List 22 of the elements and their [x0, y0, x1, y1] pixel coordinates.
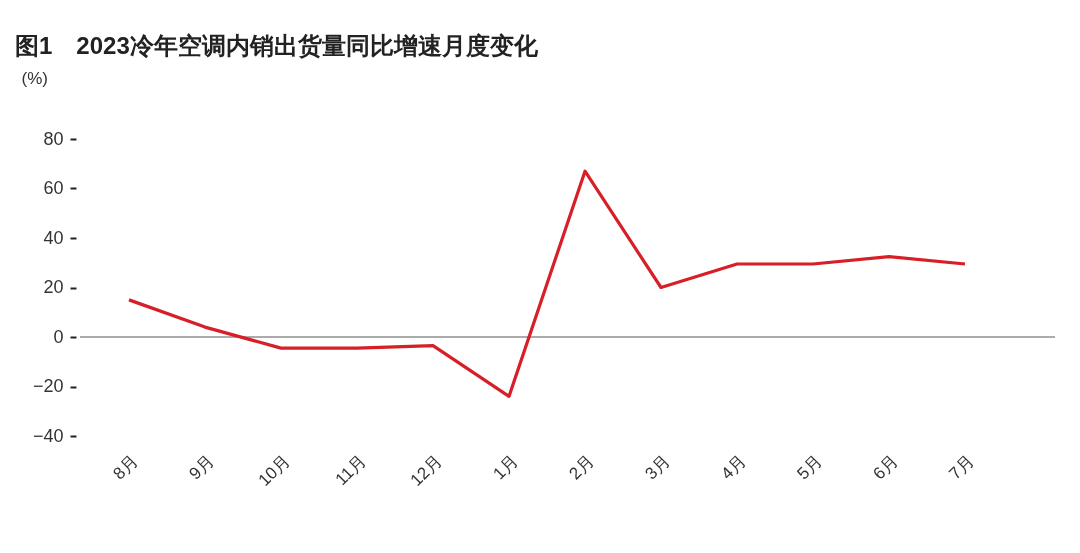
- y-tick-label: 40: [43, 227, 64, 248]
- y-tick-label: −40: [32, 425, 64, 446]
- line-series: [127, 169, 967, 398]
- y-tick-label: 60: [43, 178, 64, 198]
- x-tick-label: 10月: [254, 451, 294, 490]
- x-tick-label: 8月: [109, 451, 142, 484]
- y-tick-label: 0: [53, 326, 64, 347]
- x-tick-label: 4月: [717, 451, 750, 484]
- y-axis-title: (%): [21, 68, 48, 88]
- x-tick-label: 12月: [406, 451, 446, 490]
- y-tick-label: 20: [43, 277, 64, 297]
- x-tick-label: 3月: [641, 451, 674, 484]
- x-tick-label: 2月: [565, 451, 598, 484]
- x-tick-label: 9月: [185, 451, 218, 484]
- chart-title: 图1 2023冷年空调内销出货量同比增速月度变化: [15, 32, 539, 59]
- y-tick-label: −20: [32, 376, 64, 396]
- x-tick-label: 7月: [945, 451, 978, 484]
- x-tick-label: 6月: [869, 451, 902, 484]
- x-tick-label: 5月: [793, 451, 826, 484]
- y-tick-label: 80: [43, 128, 64, 149]
- x-tick-label: 11月: [331, 451, 370, 490]
- x-tick-label: 1月: [489, 451, 522, 484]
